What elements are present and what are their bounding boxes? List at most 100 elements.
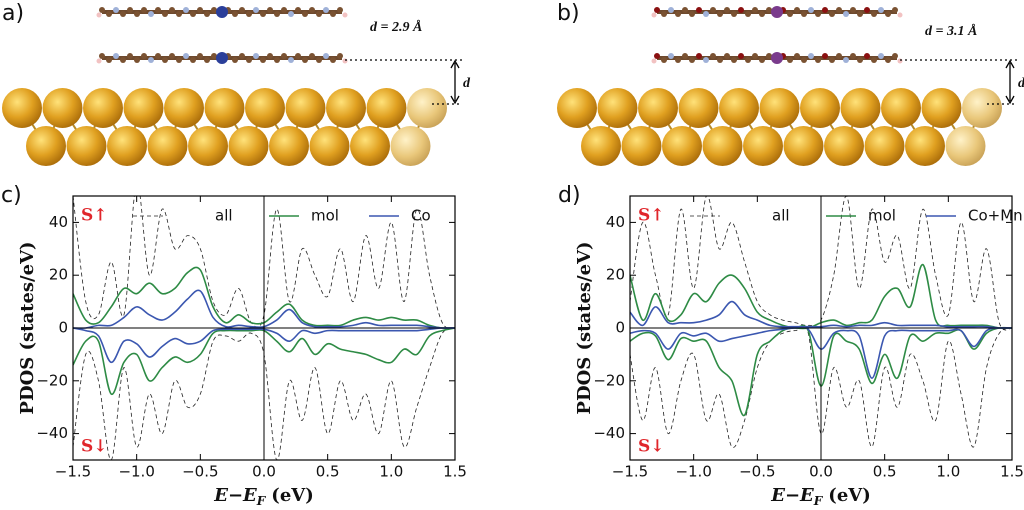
atom [83,88,123,128]
atom [682,7,688,13]
atom [787,11,793,17]
atom [857,11,863,17]
legend-label: all [215,207,233,225]
atom [783,126,824,166]
x-tick-label: 0.5 [316,463,340,481]
atom [885,11,891,17]
atom [822,53,828,59]
atom [962,88,1002,128]
atom [316,57,322,63]
spin-down-label: S↓ [81,437,108,457]
y-tick-label: −20 [593,371,625,389]
atom [2,88,42,128]
atom [878,53,884,59]
slab [557,88,1002,166]
atom [407,88,447,128]
atom [621,126,662,166]
arrow-head [1005,59,1015,105]
atom [183,7,189,13]
atom [682,53,688,59]
spin-up-label: S↑ [81,206,108,226]
atom [724,7,730,13]
atom [829,11,835,17]
slab [2,88,447,166]
x-tick-label: 1.0 [379,463,403,481]
x-axis-label: E−EF (eV) [770,485,871,508]
atom [281,7,287,13]
x-axis-label-unit: (eV) [828,485,870,506]
atom [302,57,308,63]
atom [99,7,105,13]
atom [850,53,856,59]
x-axis-label-main: E−E [770,485,814,506]
atom [829,57,835,63]
molecule [651,52,903,64]
metal-atom [216,6,228,18]
atom [107,126,147,166]
atom [309,53,315,59]
atom [232,11,238,17]
atom [106,11,112,17]
x-tick-label: 1.5 [1000,463,1024,481]
y-tick-label: 20 [606,266,625,284]
atom [274,11,280,17]
atom [689,11,695,17]
atom [134,11,140,17]
atom [197,7,203,13]
atom [794,7,800,13]
atom [661,11,667,17]
distance-label: d [1018,76,1024,91]
atom [169,53,175,59]
metal-atom [216,52,228,64]
atom [309,7,315,13]
atom [239,7,245,13]
atom [651,12,657,18]
x-axis-label-sub: F [813,494,824,508]
atom [654,53,660,59]
atom [759,88,800,128]
atom [668,7,674,13]
atom [228,126,269,166]
molecule [651,6,903,18]
atom [134,57,140,63]
atom [253,7,259,13]
atom [390,126,431,166]
atom [99,53,105,59]
atom [675,57,681,63]
y-tick-label: 0 [58,319,68,337]
atom [204,57,210,63]
x-axis-label-main: E−E [213,485,257,506]
atom [326,88,366,128]
atom [921,88,962,128]
atom [662,126,702,166]
x-tick-label: −0.5 [182,463,218,481]
atom [654,7,660,13]
atom [96,12,102,18]
atom [752,53,758,59]
atom [892,7,898,13]
atom [808,7,814,13]
atom [337,7,343,13]
atom [337,53,343,59]
atom [288,11,294,17]
atom [557,88,597,128]
y-tick-label: −40 [36,424,68,442]
atom [871,11,877,17]
atom [678,88,719,128]
x-tick-label: 0.0 [809,463,833,481]
atom [897,58,903,64]
atom [766,7,772,13]
atom [330,11,336,17]
atom [843,11,849,17]
atom [668,53,674,59]
atom [204,11,210,17]
atom [232,57,238,63]
atom [689,57,695,63]
atom [127,7,133,13]
atom [752,7,758,13]
atom [295,7,301,13]
atom [717,57,723,63]
atom [824,126,864,166]
atom [267,53,273,59]
atom [836,7,842,13]
